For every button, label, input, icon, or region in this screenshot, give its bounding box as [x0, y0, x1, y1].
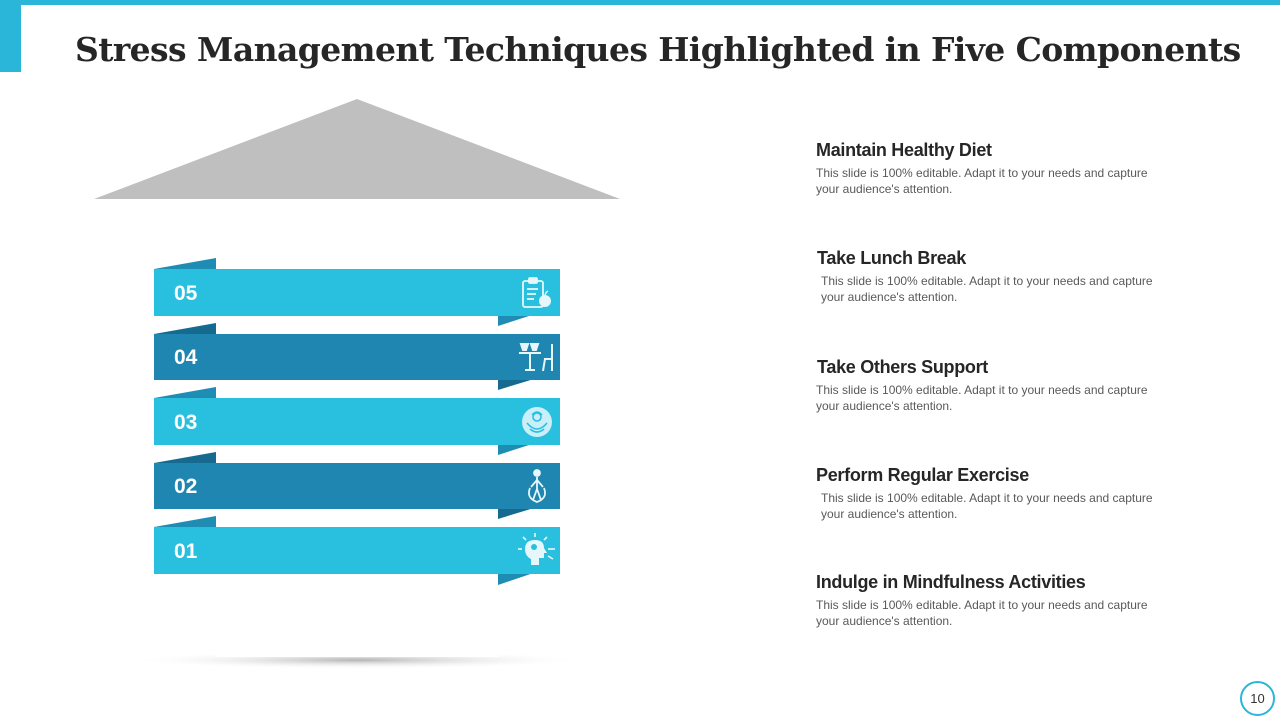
ribbon-01	[154, 516, 560, 585]
item-description: This slide is 100% editable. Adapt it to…	[816, 166, 1148, 196]
item-title: Perform Regular Exercise	[816, 465, 1029, 485]
head-mindfulness-icon	[518, 533, 555, 565]
lotus-hands-icon	[522, 407, 552, 437]
ribbon-04	[154, 323, 560, 390]
ribbon-number-02: 02	[174, 475, 198, 498]
item-title: Take Lunch Break	[817, 248, 966, 268]
ribbon-05	[154, 258, 560, 326]
jump-rope-icon	[528, 469, 546, 503]
ribbon-03	[154, 387, 560, 455]
item-take-lunch-break: Take Lunch Break This slide is 100% edit…	[817, 248, 1157, 305]
item-perform-regular-exercise: Perform Regular Exercise This slide is 1…	[816, 465, 1156, 522]
item-description: This slide is 100% editable. Adapt it to…	[816, 598, 1148, 628]
ribbon-number-01: 01	[174, 540, 198, 563]
page-number-badge: 10	[1240, 681, 1275, 716]
corner-accent-bar	[0, 0, 21, 72]
house-roof	[94, 99, 620, 199]
slide-title: Stress Management Techniques Highlighted…	[75, 30, 1241, 69]
item-title: Take Others Support	[817, 357, 988, 377]
item-title: Maintain Healthy Diet	[816, 140, 992, 160]
item-title: Indulge in Mindfulness Activities	[816, 572, 1086, 592]
item-indulge-in-mindfulness-activities: Indulge in Mindfulness Activities This s…	[816, 572, 1156, 629]
ribbon-number-03: 03	[174, 411, 198, 434]
item-take-others-support: Take Others Support This slide is 100% e…	[816, 357, 1157, 414]
table-chairs-icon	[519, 343, 553, 372]
ribbon-number-05: 05	[174, 282, 198, 305]
item-description: This slide is 100% editable. Adapt it to…	[821, 274, 1153, 304]
item-description: This slide is 100% editable. Adapt it to…	[821, 491, 1153, 521]
ribbon-02	[154, 452, 560, 519]
clipboard-apple-icon	[522, 277, 551, 308]
item-description: This slide is 100% editable. Adapt it to…	[816, 383, 1148, 413]
top-accent-line	[0, 0, 1280, 5]
ribbon-number-04: 04	[174, 346, 198, 369]
item-maintain-healthy-diet: Maintain Healthy Diet This slide is 100%…	[816, 140, 1156, 197]
